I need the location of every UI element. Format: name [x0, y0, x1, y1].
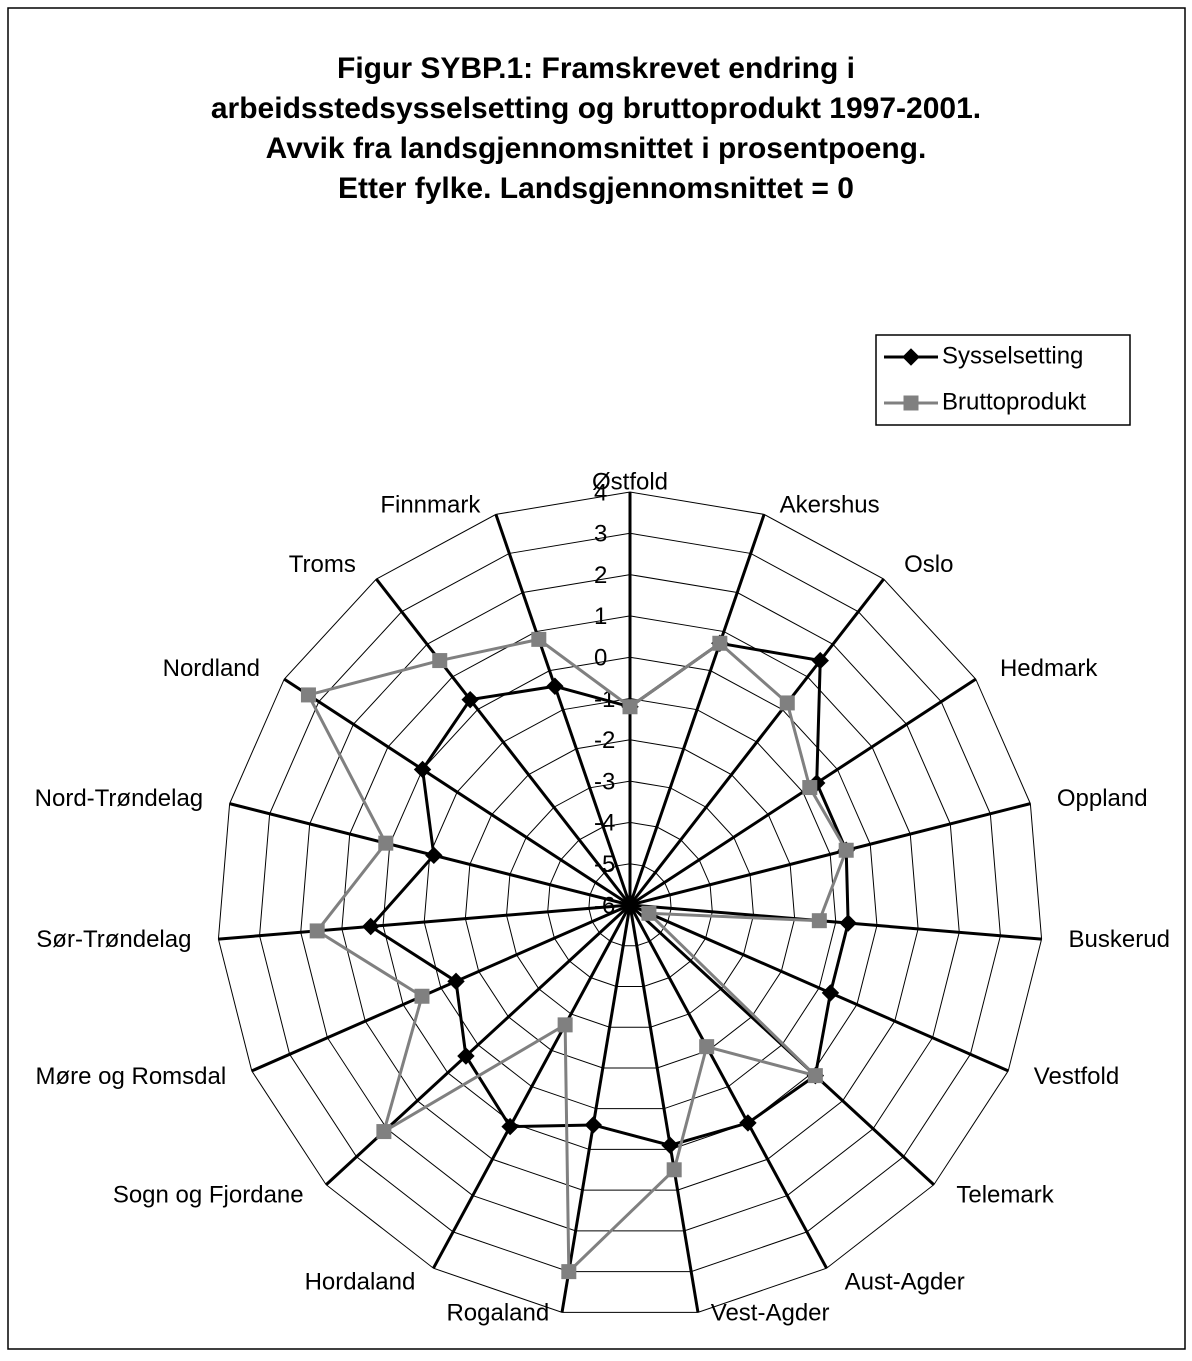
legend-label: Bruttoprodukt — [942, 388, 1086, 415]
category-label: Sogn og Fjordane — [113, 1182, 304, 1209]
point — [699, 1039, 715, 1055]
category-label: Akershus — [780, 492, 880, 519]
point — [546, 677, 564, 695]
category-label: Hedmark — [1000, 655, 1098, 682]
point — [802, 780, 818, 796]
legend-label: Sysselsetting — [942, 342, 1083, 369]
spoke — [629, 903, 1009, 1073]
y-tick-label: 0 — [594, 645, 607, 672]
spoke — [560, 904, 632, 1313]
y-tick-label: 2 — [594, 562, 607, 589]
spoke — [629, 802, 1031, 907]
y-tick-label: 1 — [594, 603, 607, 630]
category-label: Troms — [289, 551, 356, 578]
point — [666, 1162, 682, 1178]
point — [661, 1136, 679, 1155]
spoke — [628, 904, 700, 1313]
point — [584, 1116, 602, 1134]
point — [414, 988, 430, 1004]
point — [461, 690, 479, 709]
category-label: Vest-Agder — [711, 1299, 830, 1326]
chart-title: Figur SYBP.1: Framskrevet endring i — [337, 52, 855, 85]
spoke — [628, 578, 885, 906]
series-line — [368, 641, 850, 1147]
point — [376, 1124, 392, 1140]
point — [839, 914, 857, 932]
point — [300, 687, 316, 703]
spoke — [629, 903, 1042, 941]
point — [557, 1017, 573, 1033]
category-label: Finnmark — [380, 492, 481, 519]
point — [378, 835, 394, 851]
category-label: Oppland — [1057, 785, 1148, 812]
y-tick-label: -6 — [594, 892, 615, 919]
grid-ring — [547, 821, 713, 987]
y-tick-label: 4 — [594, 479, 607, 506]
point — [309, 923, 325, 939]
category-label: Sør-Trøndelag — [36, 926, 191, 953]
point — [739, 1114, 757, 1132]
y-tick-label: -4 — [594, 810, 615, 837]
y-tick-label: -3 — [594, 768, 615, 795]
grid-ring — [341, 615, 919, 1191]
legend-marker — [903, 395, 919, 411]
point — [641, 905, 657, 921]
grid-ring — [464, 739, 796, 1069]
spoke — [432, 904, 632, 1269]
grid-ring — [300, 574, 960, 1232]
category-label: Aust-Agder — [845, 1269, 965, 1296]
point — [425, 846, 443, 865]
category-label: Vestfold — [1034, 1063, 1119, 1090]
point — [531, 631, 547, 647]
category-label: Buskerud — [1069, 926, 1170, 953]
category-label: Østfold — [592, 468, 668, 495]
point — [838, 842, 854, 858]
point — [447, 972, 465, 991]
grid-ring — [259, 532, 1001, 1273]
point — [622, 699, 638, 715]
point — [432, 653, 448, 669]
point — [712, 635, 728, 651]
point — [779, 695, 795, 711]
spoke — [218, 903, 631, 941]
category-label: Telemark — [956, 1182, 1054, 1209]
spoke — [628, 513, 766, 906]
point — [413, 760, 432, 779]
series-line — [306, 637, 848, 1276]
spoke — [251, 903, 631, 1073]
point — [561, 1264, 577, 1280]
chart-title: arbeidsstedsysselsetting og bruttoproduk… — [211, 92, 981, 125]
spoke — [375, 578, 632, 906]
grid-ring — [423, 697, 837, 1110]
category-label: Hordaland — [305, 1269, 416, 1296]
spoke — [494, 513, 632, 906]
point — [361, 917, 380, 936]
chart-title: Avvik fra landsgjennomsnittet i prosentp… — [266, 132, 927, 165]
category-label: Nordland — [163, 655, 260, 682]
point — [821, 984, 840, 1002]
grid-ring — [217, 491, 1043, 1313]
spoke — [628, 904, 828, 1269]
legend-marker — [902, 348, 920, 366]
y-tick-label: -5 — [594, 851, 615, 878]
chart-title: Etter fylke. Landsgjennomsnittet = 0 — [338, 172, 854, 205]
category-label: Rogaland — [446, 1299, 549, 1326]
point — [811, 913, 827, 929]
point — [457, 1047, 475, 1065]
point — [811, 651, 829, 670]
spoke — [283, 677, 631, 907]
category-label: Møre og Romsdal — [35, 1063, 226, 1090]
category-label: Oslo — [904, 551, 953, 578]
grid-ring — [506, 780, 754, 1028]
grid-ring — [382, 656, 878, 1150]
y-tick-label: -2 — [594, 727, 615, 754]
point — [807, 1068, 823, 1084]
y-tick-label: 3 — [594, 521, 607, 548]
grid-ring — [588, 863, 672, 947]
point — [501, 1117, 519, 1136]
category-label: Nord-Trøndelag — [35, 785, 204, 812]
